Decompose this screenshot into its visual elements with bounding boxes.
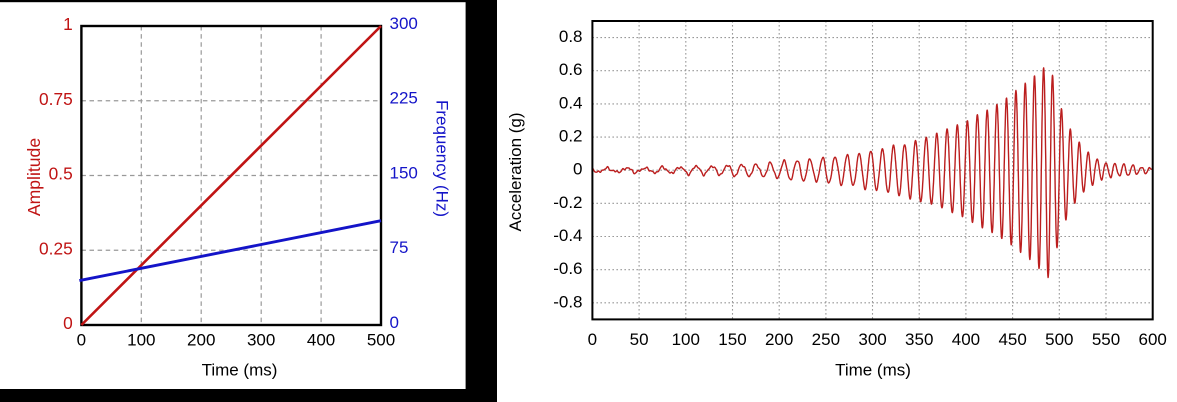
- svg-text:0: 0: [573, 160, 582, 179]
- svg-text:100: 100: [127, 331, 155, 350]
- svg-text:225: 225: [390, 89, 418, 108]
- svg-text:350: 350: [905, 330, 933, 349]
- svg-text:550: 550: [1092, 330, 1120, 349]
- svg-text:0.6: 0.6: [559, 60, 583, 79]
- svg-text:-0.8: -0.8: [553, 292, 582, 311]
- svg-text:250: 250: [812, 330, 840, 349]
- svg-text:200: 200: [765, 330, 793, 349]
- svg-text:Time (ms): Time (ms): [202, 361, 278, 380]
- svg-text:400: 400: [307, 331, 335, 350]
- svg-text:450: 450: [998, 330, 1026, 349]
- svg-text:150: 150: [390, 163, 418, 182]
- svg-text:0.75: 0.75: [39, 89, 73, 109]
- svg-text:1: 1: [63, 14, 73, 34]
- svg-text:400: 400: [952, 330, 980, 349]
- svg-text:-0.2: -0.2: [553, 193, 582, 212]
- svg-text:300: 300: [858, 330, 886, 349]
- svg-text:-0.6: -0.6: [553, 259, 582, 278]
- svg-text:150: 150: [718, 330, 746, 349]
- svg-text:300: 300: [247, 331, 275, 350]
- svg-text:0: 0: [390, 313, 399, 332]
- svg-text:500: 500: [367, 331, 395, 350]
- svg-text:Time (ms): Time (ms): [835, 361, 911, 380]
- svg-text:500: 500: [1045, 330, 1073, 349]
- svg-text:-0.4: -0.4: [553, 226, 582, 245]
- svg-text:0.2: 0.2: [559, 127, 583, 146]
- svg-text:0.4: 0.4: [559, 93, 583, 112]
- svg-text:300: 300: [390, 14, 418, 33]
- svg-text:0.8: 0.8: [559, 27, 583, 46]
- svg-text:Amplitude: Amplitude: [24, 138, 44, 216]
- svg-text:0: 0: [63, 313, 73, 333]
- svg-text:75: 75: [390, 238, 409, 257]
- svg-text:600: 600: [1139, 330, 1167, 349]
- svg-text:Frequency (Hz): Frequency (Hz): [433, 100, 452, 217]
- svg-text:200: 200: [187, 331, 215, 350]
- svg-text:Acceleration (g): Acceleration (g): [506, 112, 525, 231]
- svg-text:0: 0: [588, 330, 597, 349]
- svg-text:0.5: 0.5: [49, 164, 73, 184]
- svg-text:0.25: 0.25: [39, 238, 73, 258]
- svg-text:50: 50: [630, 330, 649, 349]
- svg-text:0: 0: [77, 331, 86, 350]
- svg-text:100: 100: [672, 330, 700, 349]
